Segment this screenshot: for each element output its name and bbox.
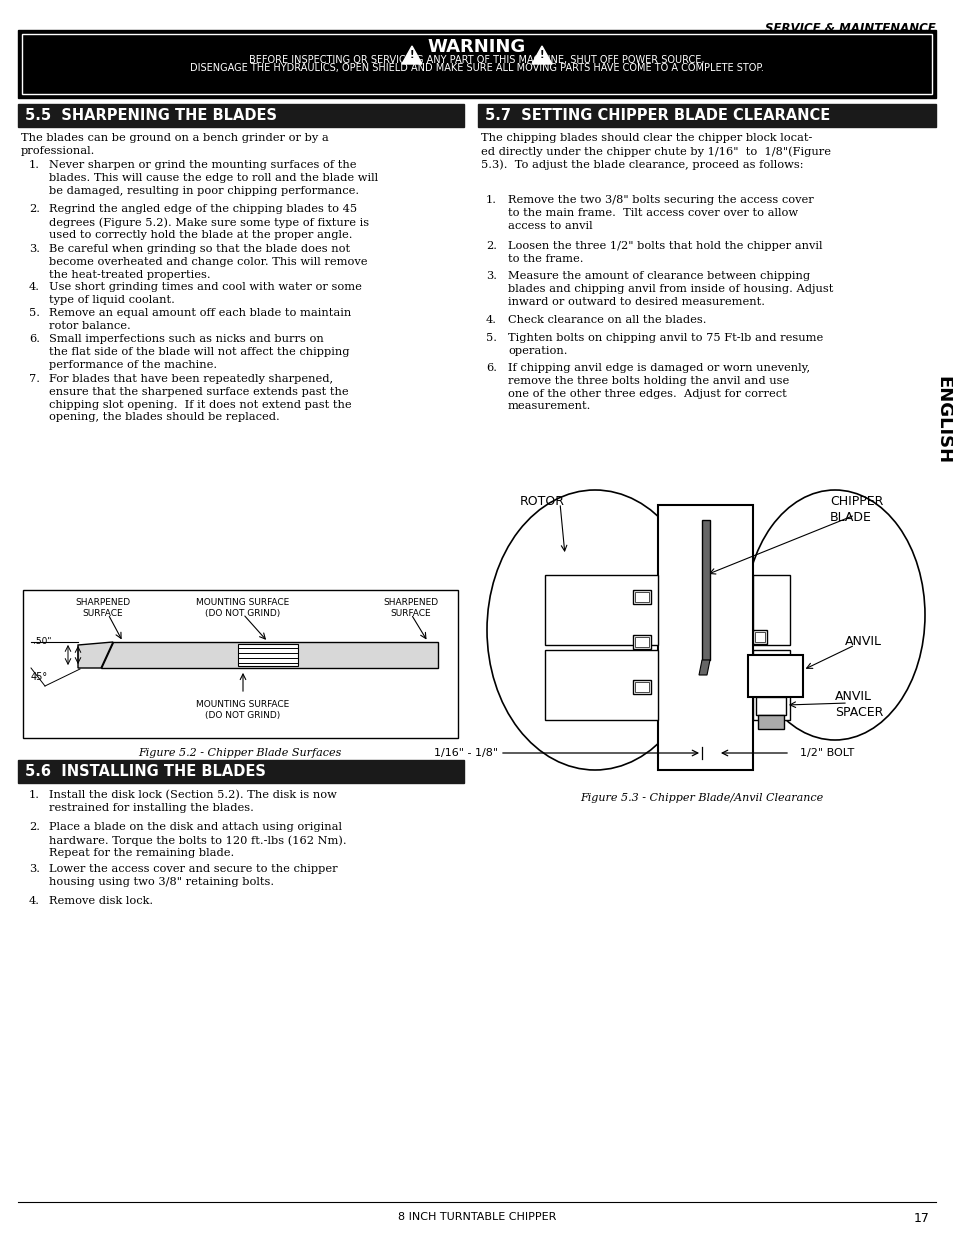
- Bar: [758, 715, 783, 729]
- Text: 3.: 3.: [29, 245, 40, 254]
- Bar: [633, 680, 650, 694]
- Text: Use short grinding times and cool with water or some
type of liquid coolant.: Use short grinding times and cool with w…: [49, 282, 361, 305]
- Text: Lower the access cover and secure to the chipper
housing using two 3/8" retainin: Lower the access cover and secure to the…: [49, 864, 337, 887]
- Text: !: !: [410, 49, 414, 61]
- Text: Remove the two 3/8" bolts securing the access cover
to the main frame.  Tilt acc: Remove the two 3/8" bolts securing the a…: [507, 195, 813, 231]
- Bar: [701, 520, 709, 659]
- Text: 6.: 6.: [485, 363, 497, 373]
- Text: CHIPPER
BLADE: CHIPPER BLADE: [829, 495, 882, 524]
- Text: 8 INCH TURNTABLE CHIPPER: 8 INCH TURNTABLE CHIPPER: [397, 1212, 556, 1221]
- Polygon shape: [699, 659, 709, 676]
- Text: DISENGAGE THE HYDRAULICS, OPEN SHIELD AND MAKE SURE ALL MOVING PARTS HAVE COME T: DISENGAGE THE HYDRAULICS, OPEN SHIELD AN…: [190, 63, 763, 73]
- Text: ENGLISH: ENGLISH: [933, 375, 951, 464]
- Text: The chipping blades should clear the chipper block locat-
ed directly under the : The chipping blades should clear the chi…: [480, 133, 830, 170]
- Text: 3.: 3.: [485, 270, 497, 282]
- Bar: [755, 697, 785, 715]
- Ellipse shape: [744, 490, 924, 740]
- Text: 5.: 5.: [29, 308, 40, 317]
- Text: 3.: 3.: [29, 864, 40, 874]
- Text: 1/2" BOLT: 1/2" BOLT: [800, 748, 853, 758]
- Text: 4.: 4.: [485, 315, 497, 325]
- Text: MOUNTING SURFACE
(DO NOT GRIND): MOUNTING SURFACE (DO NOT GRIND): [196, 700, 290, 720]
- Polygon shape: [532, 46, 552, 64]
- Text: 4.: 4.: [29, 282, 40, 291]
- Bar: [635, 637, 648, 647]
- Text: For blades that have been repeatedly sharpened,
ensure that the sharpened surfac: For blades that have been repeatedly sha…: [49, 374, 352, 422]
- Bar: [752, 630, 766, 643]
- Text: The blades can be ground on a bench grinder or by a
professional.: The blades can be ground on a bench grin…: [21, 133, 329, 156]
- Text: Small imperfections such as nicks and burrs on
the flat side of the blade will n: Small imperfections such as nicks and bu…: [49, 333, 349, 369]
- Bar: [544, 576, 658, 645]
- Bar: [635, 682, 648, 692]
- Text: BEFORE INSPECTING OR SERVICING ANY PART OF THIS MACHINE, SHUT OFF POWER SOURCE,: BEFORE INSPECTING OR SERVICING ANY PART …: [249, 56, 704, 65]
- Bar: [544, 650, 658, 720]
- Bar: [658, 505, 752, 769]
- Bar: [635, 592, 648, 601]
- Text: 6.: 6.: [29, 333, 40, 345]
- Text: Place a blade on the disk and attach using original
hardware. Torque the bolts t: Place a blade on the disk and attach usi…: [49, 823, 346, 858]
- Text: 1.: 1.: [29, 790, 40, 800]
- Text: 5.6  INSTALLING THE BLADES: 5.6 INSTALLING THE BLADES: [25, 764, 266, 779]
- Text: Never sharpen or grind the mounting surfaces of the
blades. This will cause the : Never sharpen or grind the mounting surf…: [49, 161, 377, 195]
- Text: Remove disk lock.: Remove disk lock.: [49, 897, 153, 906]
- Bar: [23, 590, 457, 739]
- Text: 2.: 2.: [29, 204, 40, 214]
- Text: Tighten bolts on chipping anvil to 75 Ft-lb and resume
operation.: Tighten bolts on chipping anvil to 75 Ft…: [507, 333, 822, 356]
- Polygon shape: [78, 642, 112, 668]
- Text: ROTOR: ROTOR: [519, 495, 564, 508]
- Ellipse shape: [486, 490, 702, 769]
- Text: Figure 5.3 - Chipper Blade/Anvil Clearance: Figure 5.3 - Chipper Blade/Anvil Clearan…: [579, 793, 822, 803]
- Bar: [18, 760, 463, 783]
- Text: Figure 5.2 - Chipper Blade Surfaces: Figure 5.2 - Chipper Blade Surfaces: [138, 748, 341, 758]
- Text: !: !: [539, 49, 543, 61]
- Text: .50": .50": [33, 637, 51, 646]
- Text: Be careful when grinding so that the blade does not
become overheated and change: Be careful when grinding so that the bla…: [49, 245, 367, 279]
- Text: 5.7  SETTING CHIPPER BLADE CLEARANCE: 5.7 SETTING CHIPPER BLADE CLEARANCE: [484, 107, 829, 124]
- Text: 2.: 2.: [29, 823, 40, 832]
- Polygon shape: [401, 46, 421, 64]
- Text: SHARPENED
SURFACE: SHARPENED SURFACE: [75, 598, 131, 618]
- Text: If chipping anvil edge is damaged or worn unevenly,
remove the three bolts holdi: If chipping anvil edge is damaged or wor…: [507, 363, 809, 411]
- Bar: [752, 650, 789, 720]
- Text: 2.: 2.: [485, 241, 497, 251]
- Text: Check clearance on all the blades.: Check clearance on all the blades.: [507, 315, 706, 325]
- Text: Loosen the three 1/2" bolts that hold the chipper anvil
to the frame.: Loosen the three 1/2" bolts that hold th…: [507, 241, 821, 264]
- Text: 5.5  SHARPENING THE BLADES: 5.5 SHARPENING THE BLADES: [25, 107, 276, 124]
- Text: MOUNTING SURFACE
(DO NOT GRIND): MOUNTING SURFACE (DO NOT GRIND): [196, 598, 290, 618]
- Text: 17: 17: [913, 1212, 929, 1225]
- Text: 1.: 1.: [485, 195, 497, 205]
- Bar: [477, 104, 935, 127]
- Text: 5.: 5.: [485, 333, 497, 343]
- Bar: [633, 590, 650, 604]
- Text: Remove an equal amount off each blade to maintain
rotor balance.: Remove an equal amount off each blade to…: [49, 308, 351, 331]
- Bar: [22, 35, 931, 94]
- Bar: [747, 655, 802, 697]
- Text: 4.: 4.: [29, 897, 40, 906]
- Text: Measure the amount of clearance between chipping
blades and chipping anvil from : Measure the amount of clearance between …: [507, 270, 833, 306]
- Text: 7.: 7.: [29, 374, 40, 384]
- Text: 45°: 45°: [30, 672, 48, 682]
- Text: 1/16" - 1/8": 1/16" - 1/8": [434, 748, 497, 758]
- Text: SHARPENED
SURFACE: SHARPENED SURFACE: [383, 598, 438, 618]
- Text: ANVIL: ANVIL: [844, 635, 882, 648]
- Bar: [752, 576, 789, 645]
- Bar: [237, 643, 297, 666]
- Bar: [18, 30, 935, 98]
- Text: WARNING: WARNING: [428, 38, 525, 56]
- Bar: [754, 632, 764, 642]
- Bar: [18, 104, 463, 127]
- Text: 1.: 1.: [29, 161, 40, 170]
- Polygon shape: [101, 642, 437, 668]
- Text: Regrind the angled edge of the chipping blades to 45
degrees (Figure 5.2). Make : Regrind the angled edge of the chipping …: [49, 204, 369, 241]
- Text: ANVIL
SPACER: ANVIL SPACER: [834, 690, 882, 719]
- Text: Install the disk lock (Section 5.2). The disk is now
restrained for installing t: Install the disk lock (Section 5.2). The…: [49, 790, 336, 813]
- Bar: [633, 635, 650, 650]
- Text: SERVICE & MAINTENANCE: SERVICE & MAINTENANCE: [764, 22, 935, 35]
